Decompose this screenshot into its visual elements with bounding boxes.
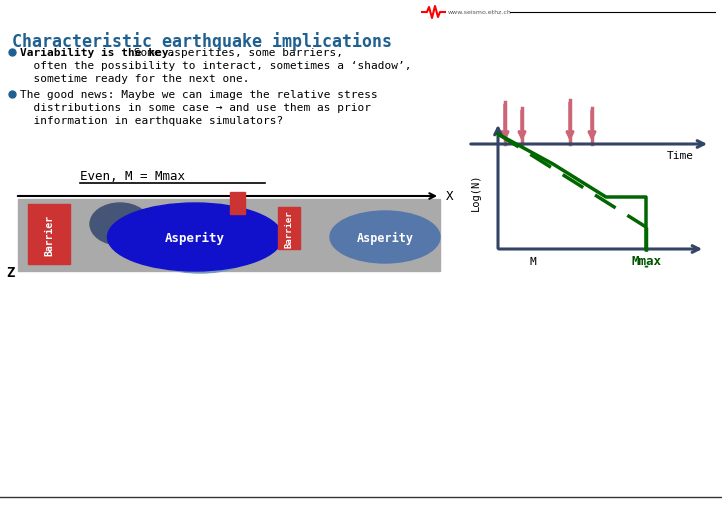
Text: Asperity: Asperity bbox=[165, 231, 225, 244]
Text: Log(N): Log(N) bbox=[471, 174, 481, 211]
Text: Some asperities, some barriers,: Some asperities, some barriers, bbox=[127, 48, 343, 58]
Text: Barrier: Barrier bbox=[44, 214, 54, 255]
Text: The good news: Maybe we can image the relative stress: The good news: Maybe we can image the re… bbox=[20, 90, 378, 100]
Text: Even, M = Mmax: Even, M = Mmax bbox=[80, 170, 185, 183]
Bar bbox=[18, 200, 440, 271]
Text: M: M bbox=[530, 257, 536, 267]
Bar bbox=[278, 208, 300, 249]
Text: Z: Z bbox=[6, 266, 14, 279]
Text: Barrier: Barrier bbox=[284, 210, 294, 247]
Ellipse shape bbox=[152, 242, 248, 273]
Text: Mmax: Mmax bbox=[631, 254, 661, 267]
Text: X: X bbox=[446, 190, 453, 203]
Text: Variability is the key.: Variability is the key. bbox=[20, 48, 175, 58]
Text: information in earthquake simulators?: information in earthquake simulators? bbox=[20, 116, 283, 126]
Bar bbox=[230, 192, 245, 215]
Ellipse shape bbox=[90, 204, 150, 245]
Text: Time: Time bbox=[666, 151, 694, 161]
Ellipse shape bbox=[330, 212, 440, 264]
Text: often the possibility to interact, sometimes a ‘shadow’,: often the possibility to interact, somet… bbox=[20, 61, 412, 71]
Text: distributions in some case → and use them as prior: distributions in some case → and use the… bbox=[20, 103, 371, 113]
Bar bbox=[28, 205, 70, 265]
Text: Characteristic earthquake implications: Characteristic earthquake implications bbox=[12, 32, 392, 51]
Text: Asperity: Asperity bbox=[357, 231, 414, 244]
Text: www.seismo.ethz.ch: www.seismo.ethz.ch bbox=[448, 11, 512, 15]
Ellipse shape bbox=[108, 204, 282, 271]
Text: sometime ready for the next one.: sometime ready for the next one. bbox=[20, 74, 250, 84]
